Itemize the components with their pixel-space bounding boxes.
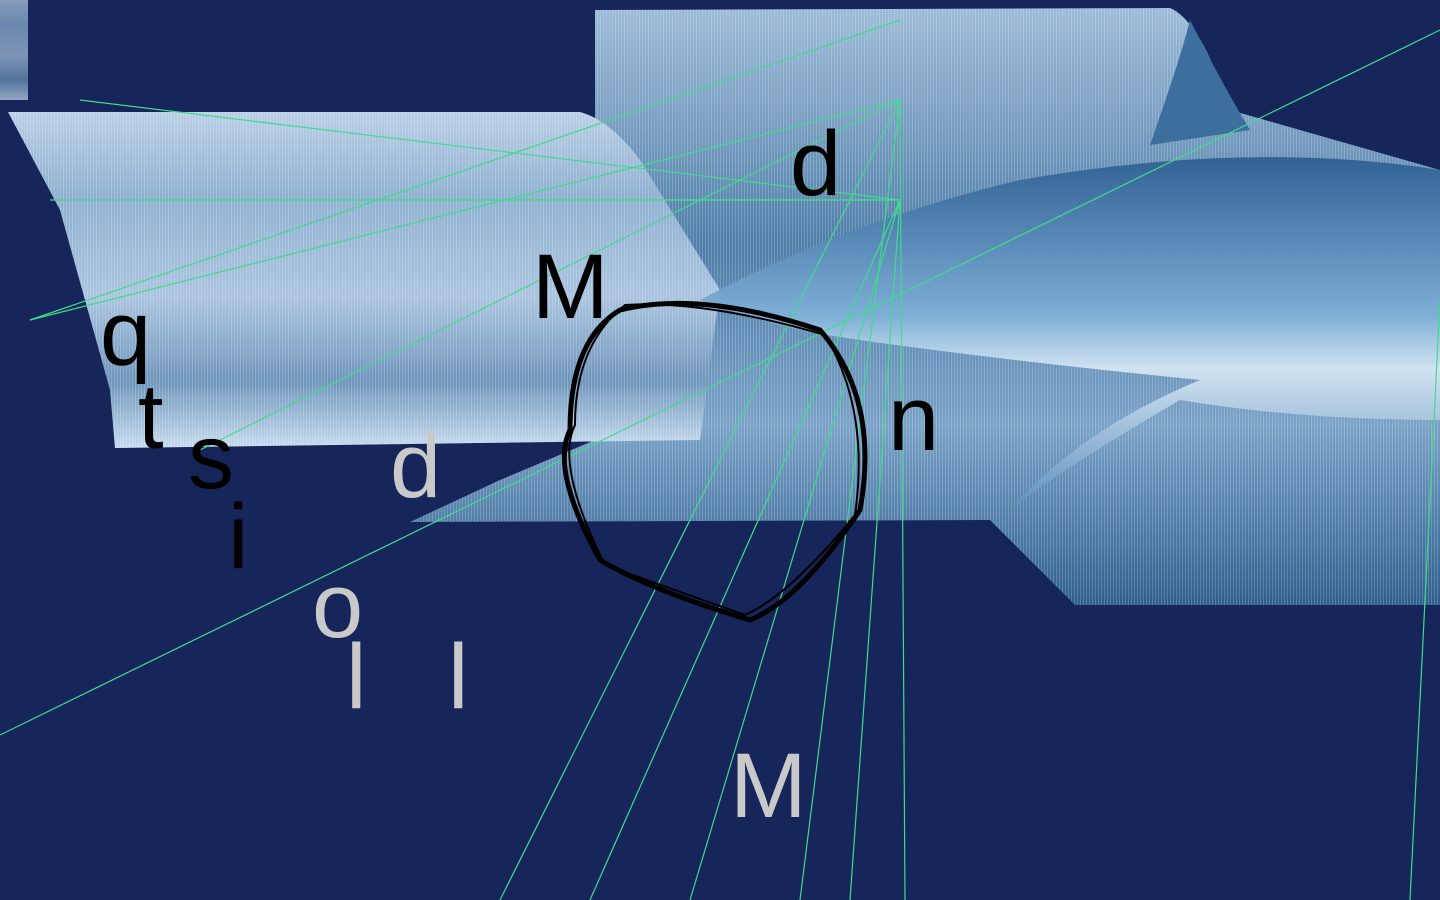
letter: d (790, 113, 841, 215)
letter: i (228, 486, 248, 588)
ink-loop (561, 300, 868, 623)
letter: l (346, 626, 366, 728)
letter: t (138, 366, 164, 468)
letter: M (532, 236, 609, 338)
letter: d (390, 415, 441, 517)
letter: M (730, 735, 807, 837)
letter: s (188, 406, 234, 508)
letter: o (312, 555, 363, 657)
letter: q (100, 283, 151, 385)
stretched-shark (0, 0, 1440, 605)
letter: l (448, 626, 468, 728)
letters: dMqtsidnollMn (100, 113, 939, 900)
letter: n (888, 368, 939, 470)
letter: n (392, 878, 443, 900)
green-lines (0, 19, 1440, 900)
